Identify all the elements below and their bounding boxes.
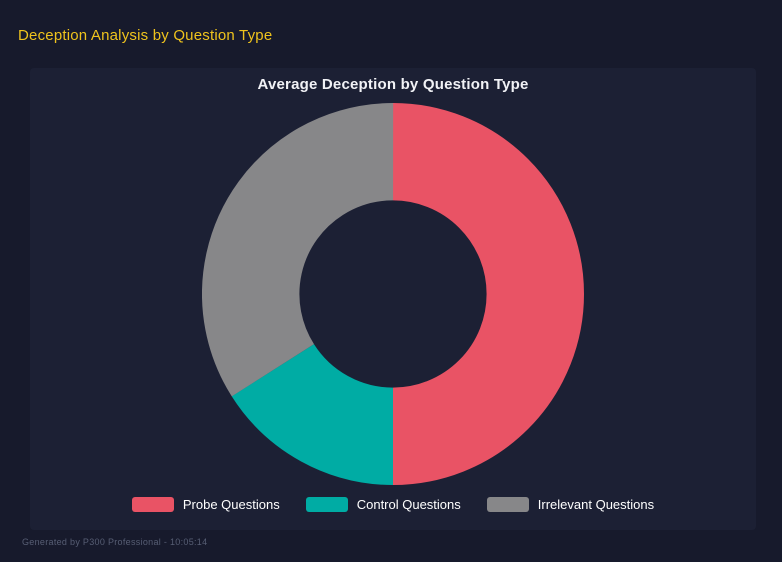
legend-label: Probe Questions — [182, 497, 280, 512]
legend-item-probe-questions[interactable]: Probe Questions — [131, 497, 280, 512]
chart-panel: Average Deception by Question Type Probe… — [30, 68, 756, 530]
chart-legend: Probe Questions Control Questions Irreleva… — [30, 497, 756, 512]
donut-chart[interactable] — [202, 103, 584, 485]
donut-segment-control-questions[interactable] — [202, 103, 584, 485]
legend-item-control-questions[interactable]: Control Questions — [305, 497, 461, 512]
footer-text: Generated by P300 Professional - 10:05:1… — [22, 537, 208, 547]
chart-title: Average Deception by Question Type — [257, 76, 529, 93]
legend-label: Control Questions — [356, 497, 461, 512]
legend-swatch-irrelevant-questions — [486, 497, 529, 512]
page-title: Deception Analysis by Question Type — [18, 27, 273, 44]
donut-segment-irrelevant-questions[interactable] — [202, 103, 584, 485]
legend-swatch-control-questions — [305, 497, 348, 512]
legend-item-irrelevant-questions[interactable]: Irrelevant Questions — [486, 497, 655, 512]
legend-swatch-probe-questions — [131, 497, 174, 512]
legend-label: Irrelevant Questions — [537, 497, 655, 512]
